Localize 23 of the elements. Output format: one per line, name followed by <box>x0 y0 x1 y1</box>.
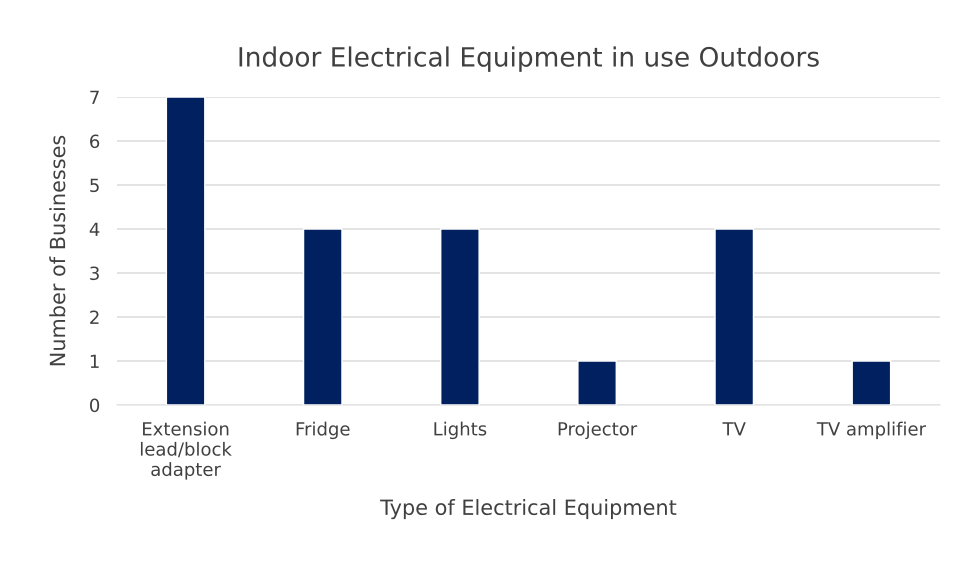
y-tick-label: 3 <box>90 266 99 280</box>
y-tick-label: 2 <box>90 310 99 324</box>
x-tick-label: Projector <box>558 422 638 440</box>
y-axis-title: Number of Businesses <box>49 136 66 366</box>
y-tick-label: 4 <box>90 222 100 236</box>
y-tick-label: 5 <box>90 178 99 192</box>
x-tick-label: TV amplifier <box>816 422 926 440</box>
bar <box>852 360 892 405</box>
bar <box>166 97 206 405</box>
x-tick-label: Fridge <box>296 422 350 440</box>
bar <box>577 360 617 405</box>
x-tick-label: TV <box>722 422 746 436</box>
x-tick-label: Lights <box>434 422 486 440</box>
x-tick-label: Extension lead/block adapter <box>140 422 232 480</box>
y-tick-label: 0 <box>90 398 100 412</box>
bar <box>302 228 343 405</box>
x-axis-title: Type of Electrical Equipment <box>380 499 676 520</box>
y-tick-label: 7 <box>90 90 99 104</box>
y-tick-label: 6 <box>90 134 100 148</box>
bar <box>440 228 480 405</box>
chart-title: Indoor Electrical Equipment in use Outdoors <box>240 46 819 72</box>
y-tick-label: 1 <box>90 354 99 368</box>
bar <box>714 228 754 405</box>
